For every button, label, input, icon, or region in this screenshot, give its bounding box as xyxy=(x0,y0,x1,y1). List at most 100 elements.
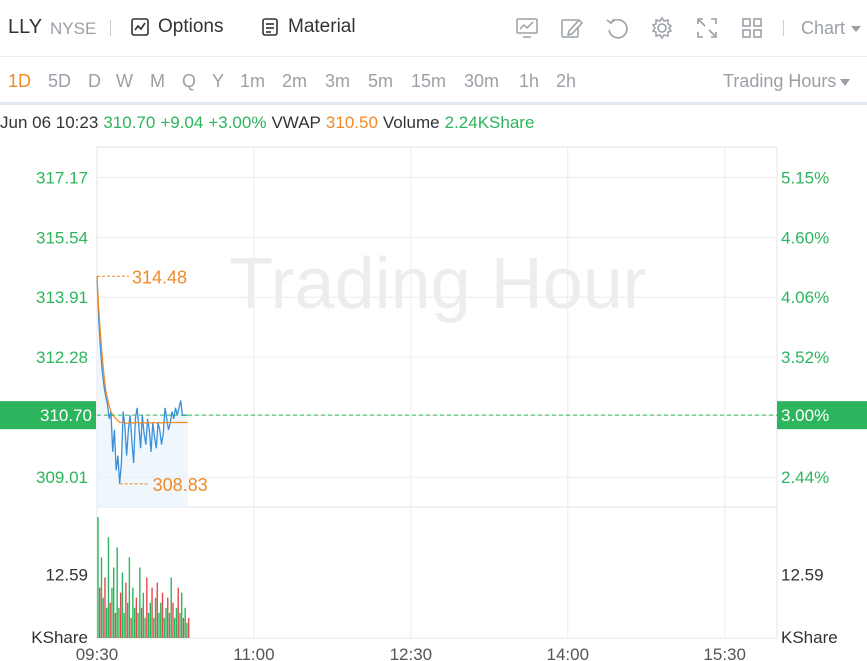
volume-bar xyxy=(172,602,174,638)
volume-bar xyxy=(106,607,108,638)
volume-bar xyxy=(154,597,157,638)
vwap-label: VWAP xyxy=(271,113,321,132)
low-marker-label: 308.83 xyxy=(153,475,208,495)
volume-bar xyxy=(149,602,152,638)
period-w[interactable]: W xyxy=(116,71,133,91)
price-tick-label: 309.01 xyxy=(36,468,88,487)
volume-bar xyxy=(168,612,171,638)
period-3m[interactable]: 3m xyxy=(325,71,351,91)
period-1h[interactable]: 1h xyxy=(519,71,540,91)
volume-unit-label-right: KShare xyxy=(781,628,838,647)
volume-unit-label: KShare xyxy=(31,628,88,647)
volume-bar xyxy=(180,592,183,638)
percent-tick-label: 2.44% xyxy=(781,468,829,487)
chart-toolbar: LLY NYSE Options Material Chart xyxy=(0,0,867,57)
price-axis: 317.17 315.54 313.91 312.28 309.01 310.70 xyxy=(0,168,96,487)
current-price-tag-label: 310.70 xyxy=(40,406,92,425)
volume-bar xyxy=(114,612,117,638)
time-tick-label: 15:30 xyxy=(703,645,746,661)
options-label: Options xyxy=(158,16,224,37)
volume-bar xyxy=(102,597,104,638)
volume-bar xyxy=(100,557,103,638)
period-m[interactable]: M xyxy=(150,71,165,91)
volume-bar xyxy=(128,557,131,638)
volume-bar xyxy=(119,592,122,638)
material-label: Material xyxy=(288,16,356,37)
volume-bar xyxy=(163,617,165,638)
volume-bar xyxy=(139,567,141,638)
volume-bar xyxy=(182,617,185,638)
volume-bar xyxy=(121,572,124,638)
fullscreen-icon[interactable] xyxy=(694,15,720,46)
volume-label: Volume xyxy=(382,113,440,132)
period-30m[interactable]: 30m xyxy=(464,71,500,91)
quote-datetime: Jun 06 10:23 xyxy=(0,113,99,132)
period-y[interactable]: Y xyxy=(212,71,225,91)
period-bar: 1D 5D D W M Q Y 1m 2m 3m 5m 15m 30m 1h 2… xyxy=(0,57,867,105)
document-icon xyxy=(262,18,278,36)
volume-bar xyxy=(179,612,181,638)
volume-bar xyxy=(112,567,115,638)
volume-bar xyxy=(133,607,136,638)
volume-bar xyxy=(151,587,153,638)
volume-bars xyxy=(97,517,190,638)
period-d[interactable]: D xyxy=(88,71,101,91)
chart-grid xyxy=(96,146,778,639)
session-dropdown[interactable]: Trading Hours xyxy=(723,71,851,92)
price-tick-label: 313.91 xyxy=(36,288,88,307)
period-1m[interactable]: 1m xyxy=(240,71,266,91)
current-percent-tag-label: 3.00% xyxy=(781,406,829,425)
quote-change: +9.04 xyxy=(160,113,204,132)
volume-bar xyxy=(175,607,178,638)
volume-bar xyxy=(111,587,113,638)
price-tick-label: 315.54 xyxy=(36,228,88,247)
quote-price: 310.70 xyxy=(103,113,156,132)
price-area xyxy=(97,276,188,507)
percent-tick-label: 4.60% xyxy=(781,228,829,247)
chevron-down-icon[interactable] xyxy=(850,24,862,34)
vwap-value: 310.50 xyxy=(325,113,378,132)
period-2m[interactable]: 2m xyxy=(282,71,308,91)
period-q[interactable]: Q xyxy=(182,71,197,91)
volume-bar xyxy=(144,617,146,638)
layout-grid-icon[interactable] xyxy=(739,15,765,46)
exchange-label: NYSE xyxy=(50,19,97,38)
options-button[interactable]: Options xyxy=(130,16,223,38)
volume-bar xyxy=(146,577,148,638)
volume-bar xyxy=(116,547,118,638)
chart-menu-button[interactable]: Chart xyxy=(801,18,846,38)
period-5m[interactable]: 5m xyxy=(368,71,394,91)
volume-bar xyxy=(186,622,188,638)
period-5d[interactable]: 5D xyxy=(48,71,72,91)
volume-bar xyxy=(132,587,134,638)
volume-bar xyxy=(125,582,127,638)
volume-bar xyxy=(126,602,129,638)
period-1d[interactable]: 1D xyxy=(8,71,32,91)
material-button[interactable]: Material xyxy=(260,16,356,38)
volume-bar xyxy=(140,607,143,638)
plot-frame xyxy=(96,146,778,639)
draw-pen-icon[interactable] xyxy=(559,15,585,46)
time-tick-label: 09:30 xyxy=(76,645,119,661)
period-15m[interactable]: 15m xyxy=(411,71,447,91)
percent-tick-label: 5.15% xyxy=(781,168,829,187)
volume-value: 2.24KShare xyxy=(444,113,535,132)
period-2h[interactable]: 2h xyxy=(556,71,577,91)
volume-tick-label-right: 12.59 xyxy=(781,566,824,585)
chart-line-icon[interactable] xyxy=(514,15,540,46)
divider xyxy=(110,20,111,36)
percent-axis: 5.15% 4.60% 4.06% 3.52% 2.44% 3.00% xyxy=(777,168,867,487)
chart-watermark: Trading Hour xyxy=(229,244,647,324)
volume-bar xyxy=(107,537,110,638)
high-marker-label: 314.48 xyxy=(132,267,187,287)
settings-gear-icon[interactable] xyxy=(649,15,675,46)
undo-icon[interactable] xyxy=(604,15,630,46)
vwap-line xyxy=(96,276,188,424)
volume-bar xyxy=(97,517,99,638)
price-series xyxy=(96,276,188,507)
volume-bar xyxy=(184,607,186,638)
current-price-tag xyxy=(0,401,96,430)
volume-bar xyxy=(158,612,160,638)
symbol-label: LLY xyxy=(8,16,43,38)
